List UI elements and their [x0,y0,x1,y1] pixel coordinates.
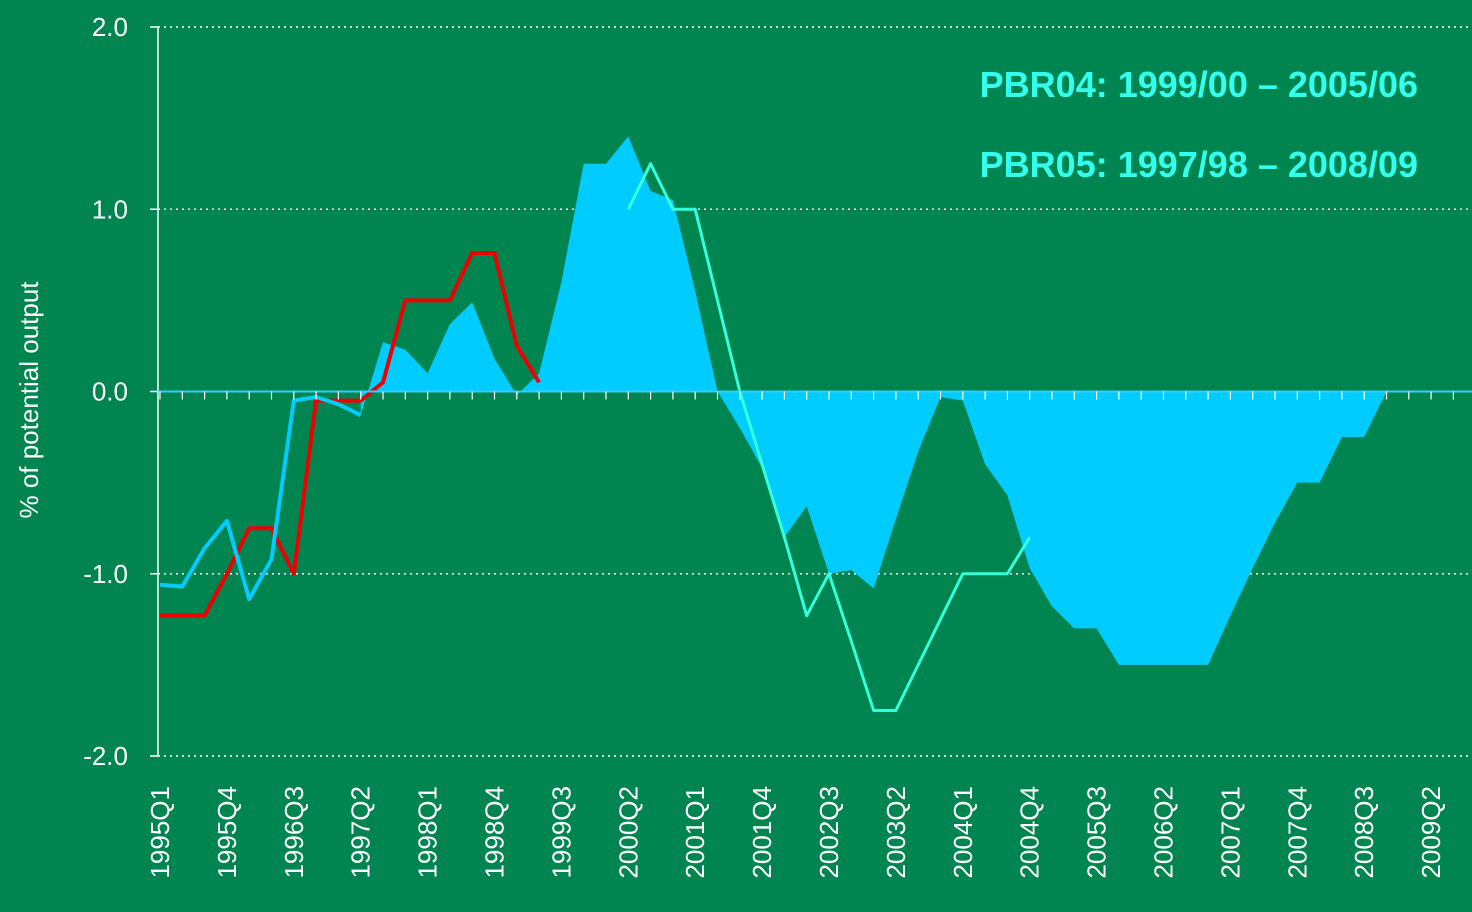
x-tick-label: 2007Q4 [1282,786,1312,879]
line [626,162,1031,712]
x-tick-label: 2006Q2 [1149,786,1179,879]
x-tick-label: 2001Q1 [680,786,710,879]
line [159,394,362,602]
annotation: PBR04: 1999/00 – 2005/06 [980,64,1418,105]
x-tick-label: 1995Q4 [212,786,242,879]
x-tick-label: 1998Q4 [480,786,510,879]
y-tick-label: 2.0 [92,12,128,42]
area [360,136,1472,665]
x-tick-label: 2005Q3 [1082,786,1112,879]
x-tick-label: 1996Q3 [279,786,309,879]
line [160,250,541,618]
x-tick-label: 2004Q1 [948,786,978,879]
x-tick-label: 1999Q3 [546,786,576,879]
x-tick-label: 2003Q2 [881,786,911,879]
x-tick-label: 1997Q2 [346,786,376,879]
x-tick-label: 1998Q1 [413,786,443,879]
x-tick-label: 2000Q2 [613,786,643,879]
x-tick-label: 2007Q1 [1215,786,1245,879]
y-tick-label: 0.0 [92,377,128,407]
x-tick-label: 2008Q3 [1349,786,1379,879]
y-tick-label: -2.0 [83,741,128,771]
x-tick-label: 2004Q4 [1015,786,1045,879]
annotation: PBR05: 1997/98 – 2008/09 [980,144,1418,185]
y-tick-label: -1.0 [83,559,128,589]
x-tick-label: 2001Q4 [747,786,777,879]
x-tick-label: 2002Q3 [814,786,844,879]
y-tick-label: 1.0 [92,194,128,224]
x-tick-label: 2009Q2 [1416,786,1446,879]
y-axis-label: % of potential output [14,281,44,519]
x-tick-label: 1995Q1 [145,786,175,879]
